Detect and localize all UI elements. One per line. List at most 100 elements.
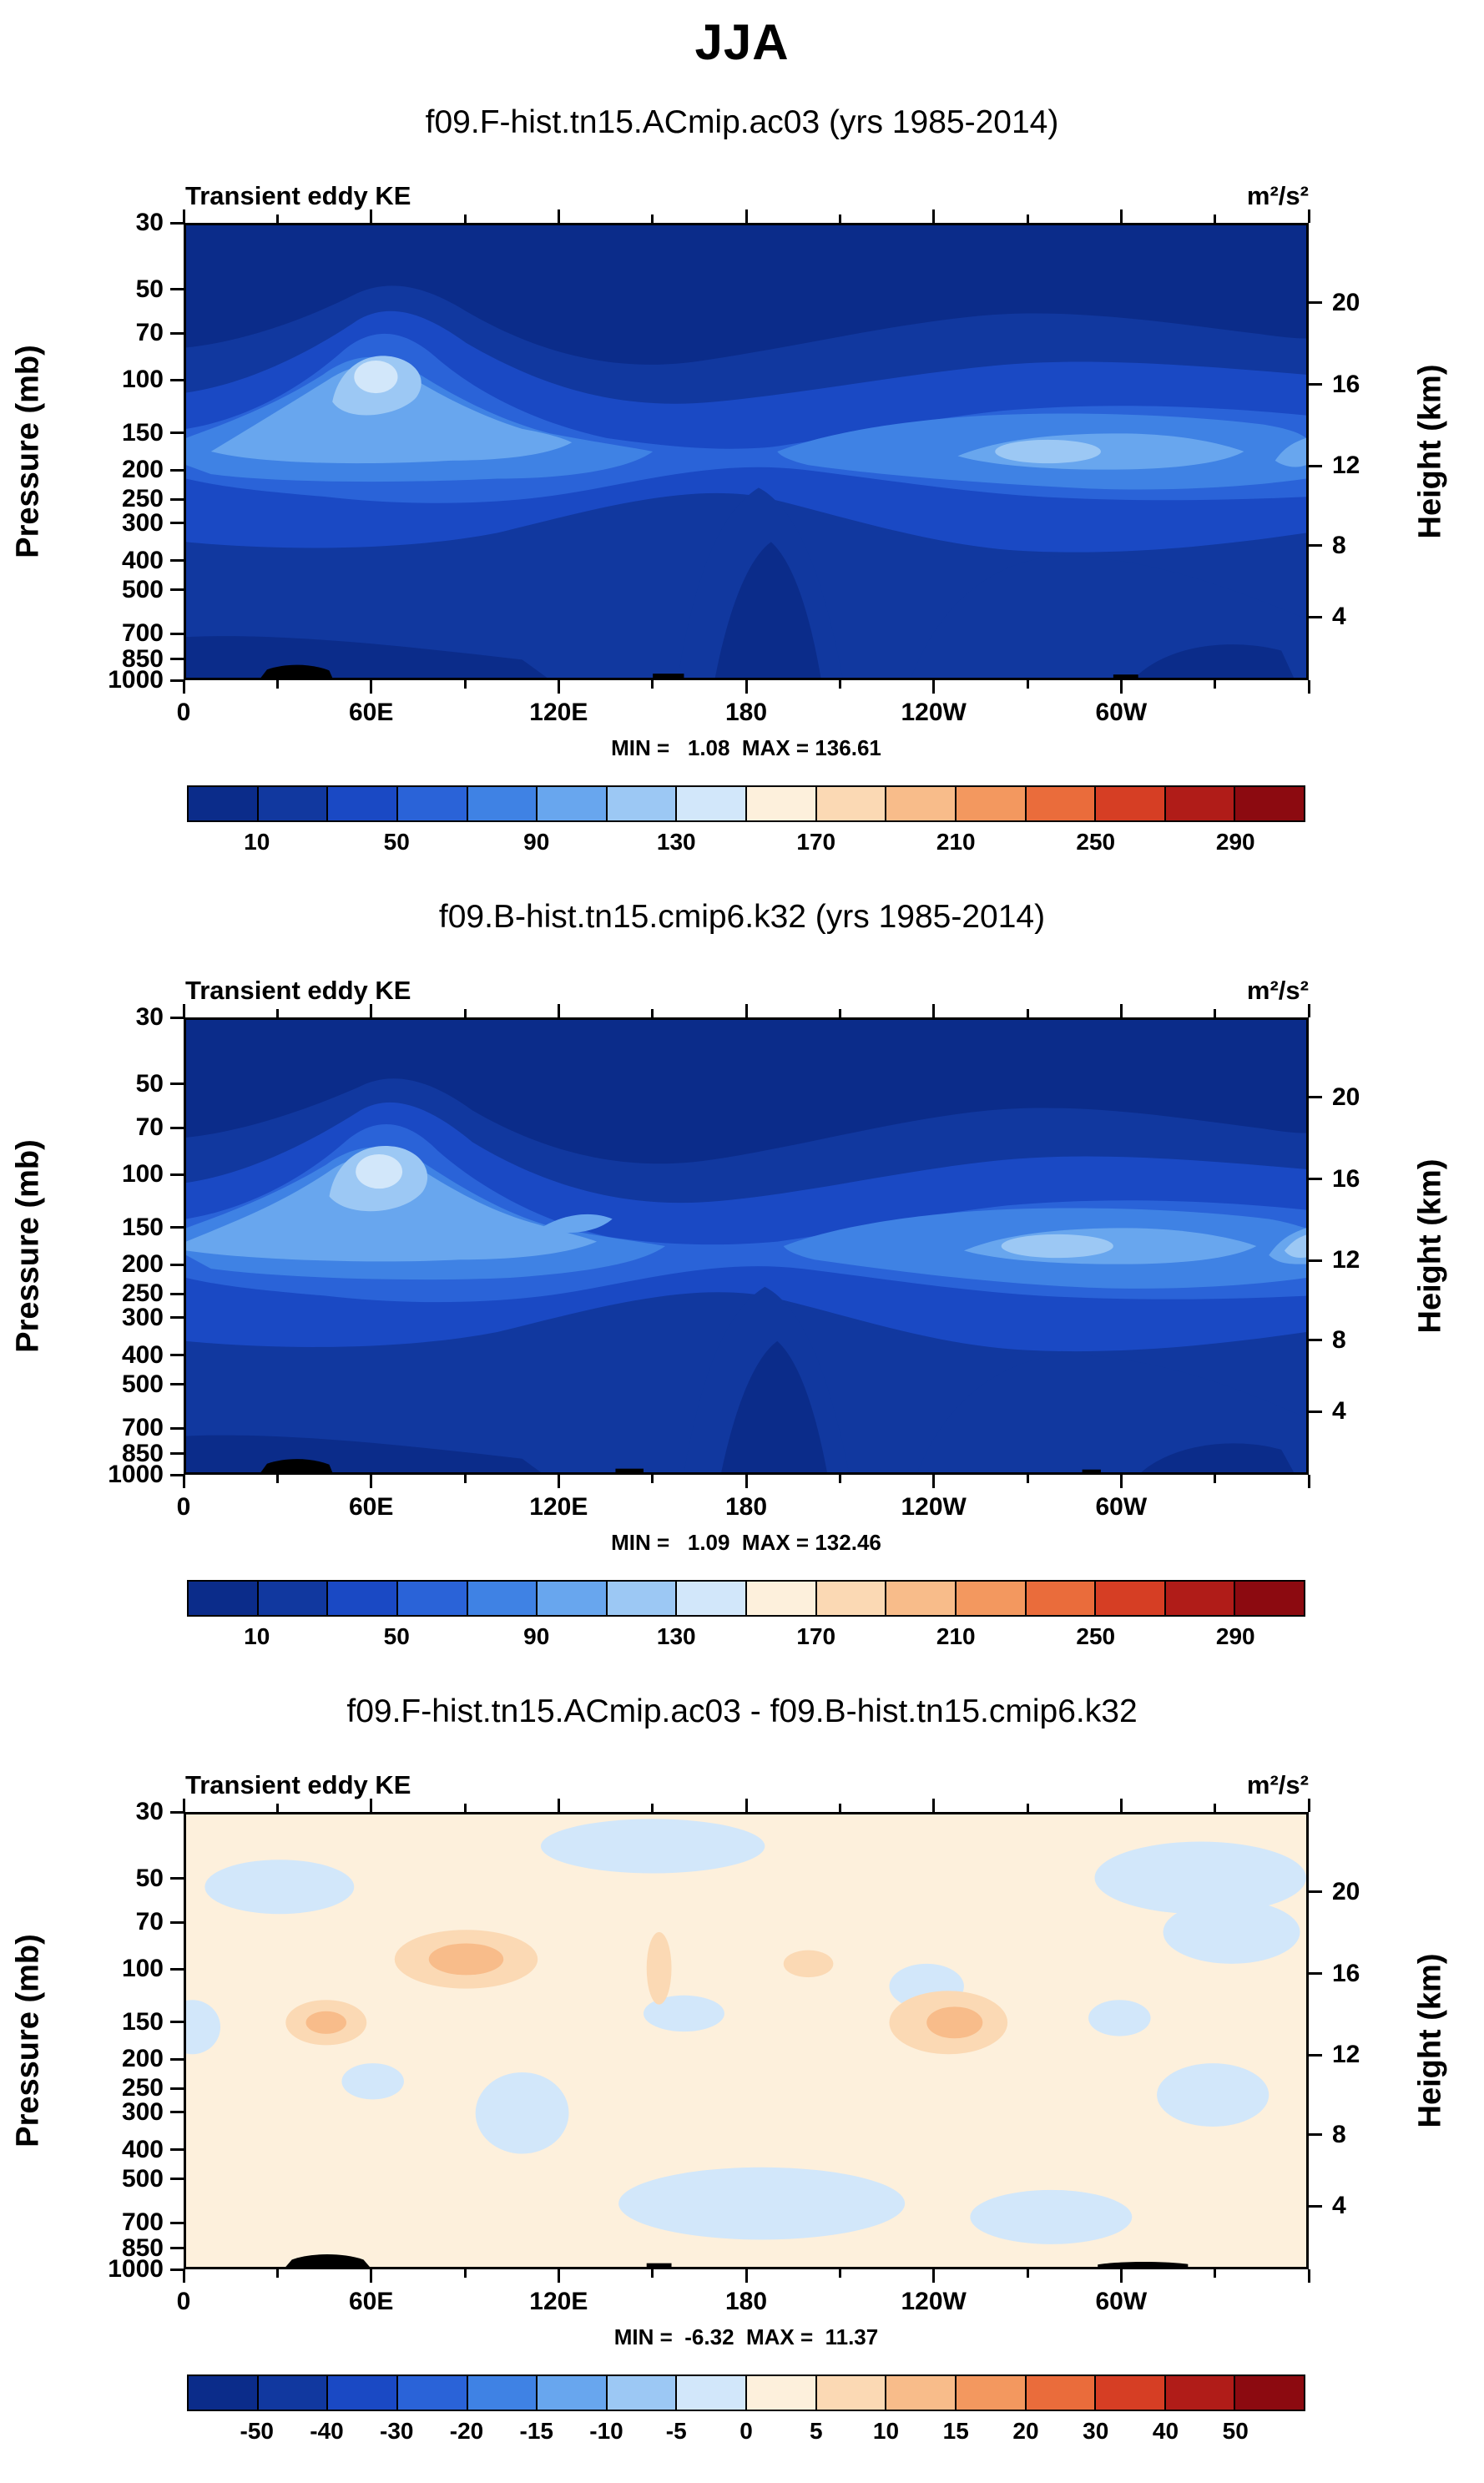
pressure-tick-label: 30 [135,1798,164,1825]
longitude-tick [745,2269,748,2283]
longitude-tick [463,680,467,689]
longitude-tick [932,1475,936,1488]
height-axis-title: Height (km) [1412,364,1448,539]
pressure-tick [170,679,184,682]
longitude-tick [1119,1004,1123,1017]
longitude-tick-label: 60E [348,1493,394,1521]
longitude-tick-label: 120E [529,1493,588,1521]
longitude-tick [182,680,185,694]
longitude-tick [1026,214,1029,223]
colorbar-segment [328,787,398,820]
longitude-tick [370,1799,373,1812]
pressure-tick-label: 700 [121,619,164,648]
longitude-tick [1026,1009,1029,1017]
longitude-tick [1214,1475,1217,1483]
pressure-tick [170,1226,184,1229]
longitude-tick [463,214,467,223]
colorbar-segment [467,787,538,820]
longitude-tick [275,214,279,223]
longitude-tick [1307,209,1310,223]
pressure-tick [170,522,184,525]
longitude-tick-label: 120E [529,2288,588,2315]
panel-bottom: f09.F-hist.tn15.ACmip.ac03 - f09.B-hist.… [0,1693,1484,2455]
pressure-tick-label: 100 [121,1160,164,1189]
longitude-tick [932,2269,936,2283]
longitude-tick [651,680,654,689]
longitude-tick [557,680,560,694]
longitude-tick [370,680,373,694]
pressure-tick-label: 50 [135,1864,164,1892]
longitude-tick [463,1009,467,1017]
height-tick-label: 4 [1332,1397,1346,1426]
colorbar-segment [956,787,1027,820]
colorbar-tick-label: 170 [796,829,836,855]
longitude-tick-label: 0 [176,699,191,726]
longitude-tick [557,209,560,223]
colorbar-segment [1026,787,1097,820]
pressure-tick [170,2111,184,2114]
colorbar-segment [886,787,957,820]
height-tick-label: 12 [1332,2041,1360,2069]
topography-mark [260,664,333,678]
pressure-tick [170,331,184,335]
colorbar-tick-label: 30 [1083,2418,1109,2444]
pressure-tick [170,2178,184,2181]
pressure-tick-label: 850 [121,2233,164,2262]
pressure-tick-label: 500 [121,575,164,603]
colorbar [187,1580,1305,1617]
longitude-tick [463,1475,467,1483]
pressure-tick-label: 200 [121,2045,164,2073]
colorbar-segment [747,2376,817,2410]
longitude-tick [745,1799,748,1812]
pressure-tick-label: 70 [135,1908,164,1936]
longitude-tick [463,2269,467,2278]
height-tick-label: 12 [1332,1246,1360,1274]
longitude-tick [275,1804,279,1812]
panel-title: f09.F-hist.tn15.ACmip.ac03 (yrs 1985-201… [425,104,1059,140]
pressure-tick-label: 500 [121,2164,164,2193]
height-axis-title: Height (km) [1412,1158,1448,1334]
units-label: m²/s² [1246,976,1309,1005]
pressure-tick-label: 250 [121,2074,164,2102]
longitude-tick-label: 180 [724,699,768,726]
pressure-axis-title: Pressure (mb) [10,1139,46,1353]
colorbar-tick-label: -5 [665,2418,687,2444]
colorbar-segment [189,1582,259,1615]
colorbar-segment [328,2376,398,2410]
pressure-tick-label: 1000 [108,1461,164,1488]
colorbar-segment [258,2376,329,2410]
colorbar-tick-label: 50 [383,1623,410,1649]
height-tick [1309,1972,1322,1976]
pressure-tick [170,2057,184,2061]
pressure-tick [170,559,184,563]
pressure-tick [170,1292,184,1295]
colorbar-tick-label: 50 [1222,2418,1249,2444]
longitude-tick [182,2269,185,2283]
pressure-tick [170,588,184,592]
colorbar-segment [1096,1582,1166,1615]
colorbar-segment [1165,1582,1236,1615]
pressure-tick-label: 50 [135,275,164,303]
page-title: JJA [694,14,790,70]
colorbar-segment [397,2376,468,2410]
colorbar-tick-label: 20 [1012,2418,1039,2444]
longitude-tick [838,680,841,689]
longitude-tick [1214,1009,1217,1017]
height-tick-label: 20 [1332,288,1360,316]
longitude-tick [838,2269,841,2278]
pressure-tick-label: 1000 [108,2255,164,2283]
topography-mark [653,674,684,678]
height-tick [1309,1096,1322,1099]
colorbar-tick-label: 0 [739,2418,753,2444]
pressure-tick [170,2087,184,2090]
height-tick-label: 8 [1332,531,1346,559]
longitude-tick [1119,209,1123,223]
height-tick-label: 16 [1332,370,1360,398]
pressure-tick [170,1426,184,1430]
panel-title: f09.B-hist.tn15.cmip6.k32 (yrs 1985-2014… [438,899,1046,935]
pressure-axis-title: Pressure (mb) [10,1934,46,2147]
longitude-tick [838,1475,841,1483]
colorbar-segment [607,1582,678,1615]
colorbar-segment [328,1582,398,1615]
contour-level-region [917,1355,1306,1472]
